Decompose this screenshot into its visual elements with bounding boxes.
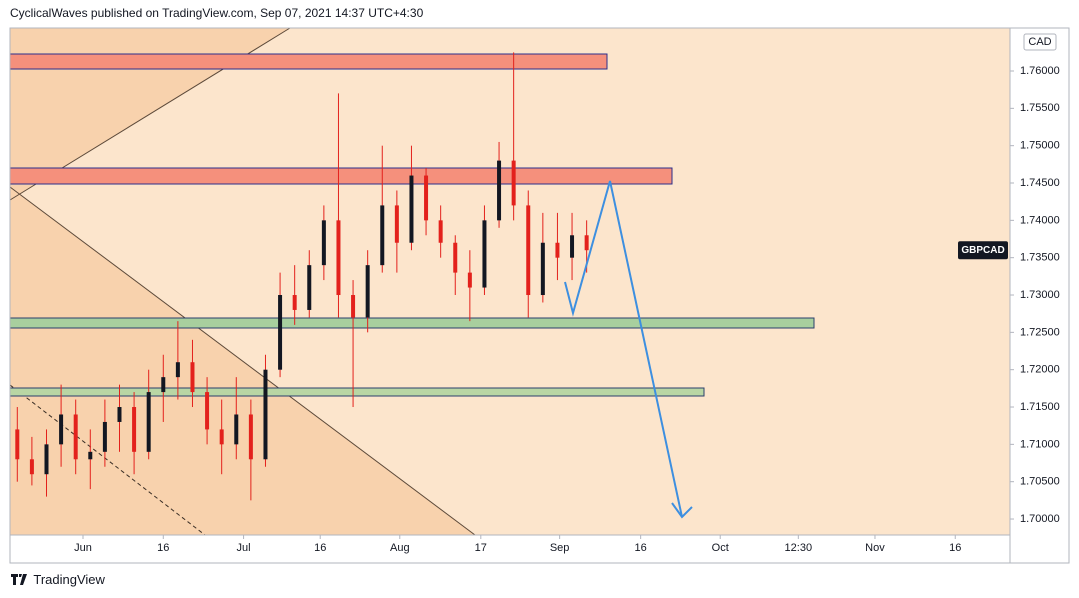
candle-body [307,265,312,310]
candle-body [234,414,239,445]
candle-body [321,220,326,266]
candle-body [44,444,49,475]
candle-body [497,160,502,221]
header: CyclicalWaves published on TradingView.c… [10,6,424,20]
support-zone [9,387,705,397]
candle-body [467,272,472,288]
candle-body [380,205,385,266]
x-tick-label: 16 [635,542,647,554]
symbol-label: GBPCAD [961,245,1004,256]
x-tick-label: Jul [237,542,251,554]
x-tick-label: 12:30 [785,542,813,554]
candle-body [453,242,458,273]
candle-body [555,242,560,258]
candle-body [292,295,297,310]
candle-body [409,175,414,243]
candle-body [146,392,151,452]
candle-body [190,362,195,393]
y-tick-label: 1.71000 [1020,438,1060,450]
candle-body [526,205,531,296]
x-tick-label: Jun [74,542,92,554]
y-tick-label: 1.76000 [1020,65,1060,77]
resistance-zone [9,167,673,185]
x-tick-label: 16 [949,542,961,554]
symbol-badge [958,241,1008,260]
logo [11,574,27,585]
candle-body [394,205,399,243]
resistance-zone [9,53,608,70]
trend-line [9,186,476,536]
frame [9,27,1070,564]
x-tick-label: 17 [475,542,487,554]
x-tick-label: 16 [314,542,326,554]
x-tick-label: 16 [157,542,169,554]
candle-body [219,429,224,445]
y-tick-label: 1.74000 [1020,214,1060,226]
candle-body [424,175,429,221]
y-tick-label: 1.71500 [1020,401,1060,413]
y-tick-label: 1.70000 [1020,513,1060,525]
candle-body [117,407,122,422]
footer: TradingView [10,572,105,587]
y-tick-label: 1.72000 [1020,364,1060,376]
candle-body [278,295,283,370]
candle-body [73,414,78,460]
candle-body [482,220,487,288]
candle-body [511,160,516,206]
footer-text: TradingView [33,572,105,587]
y-tick-label: 1.72500 [1020,326,1060,338]
candle-body [29,459,34,475]
x-tick-label: Nov [865,542,885,554]
y-tick-label: 1.73500 [1020,252,1060,264]
currency-label: CAD [1028,36,1051,48]
candle-body [248,414,253,460]
candle-body [570,235,575,258]
x-tick-label: Aug [390,542,410,554]
candle-body [263,369,268,460]
candle-body [365,265,370,318]
candle-body [205,392,210,430]
y-tick-label: 1.70500 [1020,476,1060,488]
x-tick-label: Oct [712,542,729,554]
y-tick-label: 1.75500 [1020,102,1060,114]
candle-body [15,429,20,460]
candle-body [88,451,93,460]
y-tick-label: 1.73000 [1020,289,1060,301]
candle-body [351,295,356,318]
candle-body [175,362,180,378]
candle-body [59,414,64,445]
candle-body [336,220,341,296]
projection-arrowhead [671,502,693,519]
projection-path [564,180,683,518]
candle-body [132,407,137,452]
x-tick-label: Sep [550,542,570,554]
candle-body [540,242,545,296]
y-tick-label: 1.75000 [1020,140,1060,152]
support-zone [9,317,815,329]
dashed-line [9,384,206,536]
candle-body [102,421,107,452]
candle-body [161,377,166,393]
currency-box [1023,33,1057,51]
candle-body [584,235,589,251]
y-tick-label: 1.74500 [1020,177,1060,189]
candle-body [438,220,443,243]
